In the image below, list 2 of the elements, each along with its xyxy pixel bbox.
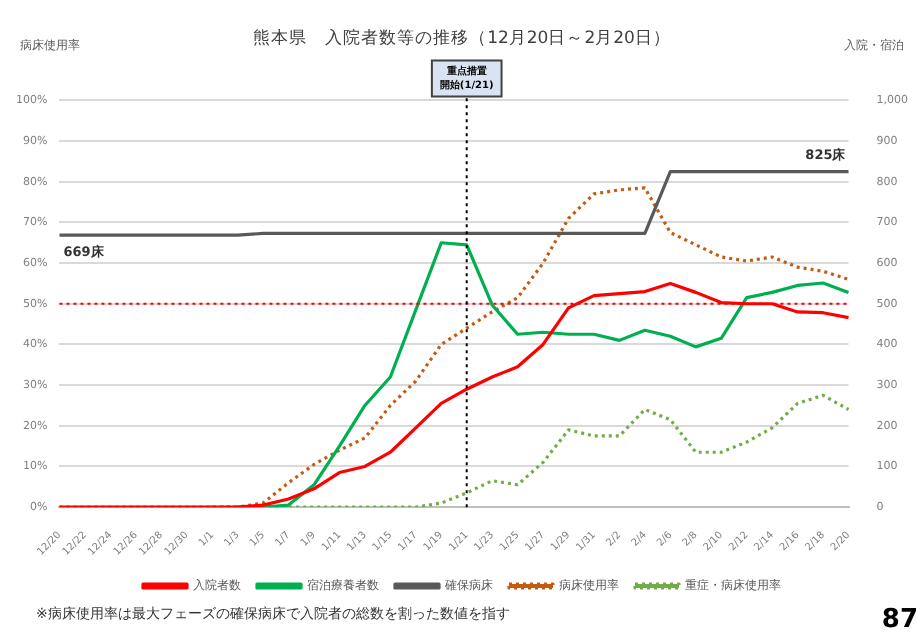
chart-title: 熊本県 入院者数等の推移（12月20日～2月20日） — [253, 26, 671, 49]
text: 87 — [881, 604, 918, 635]
